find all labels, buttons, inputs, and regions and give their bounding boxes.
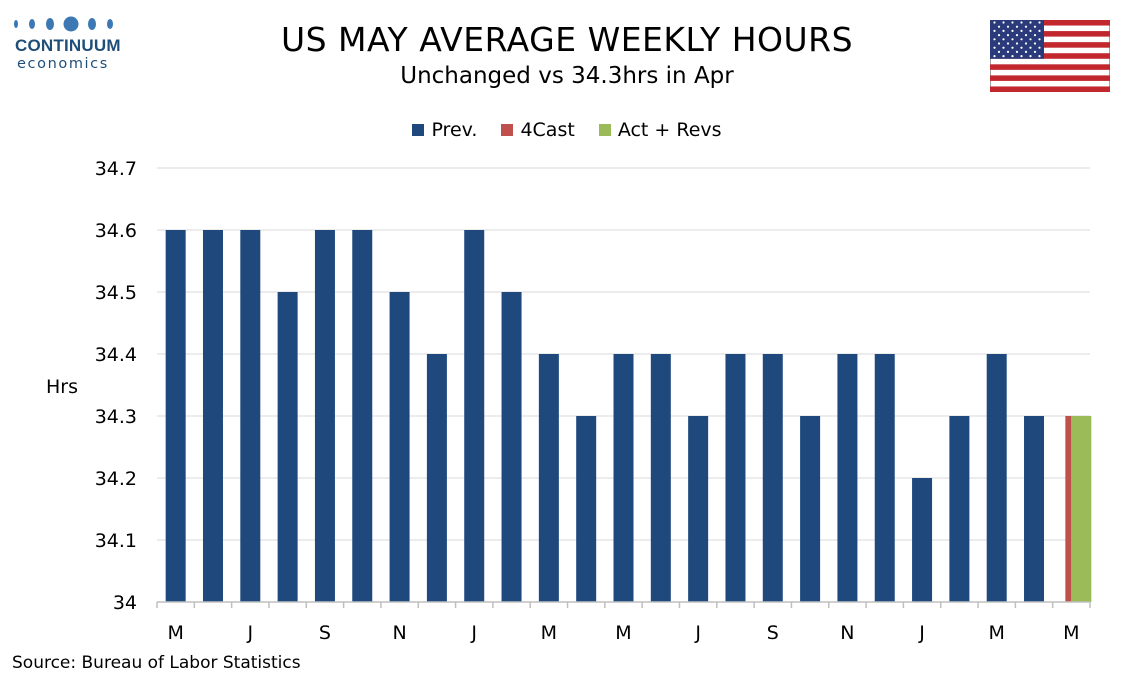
- x-tick-label: M: [541, 622, 557, 644]
- bar-prev: [650, 354, 671, 602]
- brand-name: CONTINUUM: [15, 36, 121, 55]
- source-note: Source: Bureau of Labor Statistics: [12, 653, 301, 673]
- y-tick-label: 34.4: [95, 344, 137, 366]
- chart-legend: Prev. 4Cast Act + Revs: [0, 119, 1134, 141]
- bar-prev: [949, 416, 970, 602]
- bar-prev: [314, 230, 335, 602]
- continuum-logo: CONTINUUM economics: [12, 14, 142, 74]
- bar-prev: [1024, 416, 1045, 602]
- bar-prev: [426, 354, 447, 602]
- x-tick-label: M: [615, 622, 631, 644]
- y-tick-label: 34.2: [95, 468, 137, 490]
- bar-prev: [538, 354, 559, 602]
- us-flag-icon: [990, 20, 1110, 92]
- x-tick-label: J: [918, 622, 925, 644]
- legend-label-prev: Prev.: [431, 119, 478, 141]
- x-tick-label: J: [470, 622, 477, 644]
- legend-swatch-4cast: [501, 124, 514, 136]
- y-tick-label: 34: [113, 592, 137, 614]
- x-tick-label: M: [988, 622, 1004, 644]
- legend-swatch-prev: [412, 124, 425, 136]
- bar-prev: [986, 354, 1007, 602]
- bar-prev: [464, 230, 485, 602]
- y-tick-label: 34.3: [95, 406, 137, 428]
- bar-prev: [389, 292, 410, 602]
- legend-item-act: Act + Revs: [598, 119, 722, 141]
- x-tick-label: S: [767, 622, 779, 644]
- bar-prev: [240, 230, 261, 602]
- legend-label-4cast: 4Cast: [520, 119, 575, 141]
- bar-prev: [352, 230, 373, 602]
- legend-item-4cast: 4Cast: [501, 119, 575, 141]
- x-tick-label: J: [694, 622, 701, 644]
- bar-prev: [912, 478, 933, 602]
- chart-title: US MAY AVERAGE WEEKLY HOURS: [280, 20, 854, 59]
- x-tick-label: J: [246, 622, 253, 644]
- x-tick-label: N: [392, 622, 406, 644]
- legend-swatch-act: [598, 124, 611, 136]
- bar-prev: [837, 354, 858, 602]
- x-tick-label: M: [167, 622, 183, 644]
- bar-prev: [202, 230, 223, 602]
- y-tick-label: 34.5: [95, 282, 137, 304]
- bar-prev: [613, 354, 634, 602]
- y-tick-label: 34.6: [95, 220, 137, 242]
- bar-prev: [800, 416, 821, 602]
- bar-prev: [762, 354, 783, 602]
- legend-item-prev: Prev.: [412, 119, 477, 141]
- bar-prev: [725, 354, 746, 602]
- y-tick-label: 34.7: [95, 158, 137, 180]
- bar-prev: [165, 230, 186, 602]
- bar-prev: [501, 292, 522, 602]
- legend-label-act: Act + Revs: [617, 119, 722, 141]
- brand-sub: economics: [17, 56, 109, 72]
- y-tick-label: 34.1: [95, 530, 137, 552]
- bar-forecast: [1065, 416, 1072, 602]
- bar-prev: [277, 292, 298, 602]
- x-tick-label: N: [840, 622, 854, 644]
- logo-dots-icon: [14, 16, 113, 32]
- y-axis-label: Hrs: [46, 376, 78, 398]
- x-tick-label: M: [1063, 622, 1079, 644]
- bar-actual: [1071, 416, 1092, 602]
- bar-prev: [576, 416, 597, 602]
- chart-subtitle: Unchanged vs 34.3hrs in Apr: [400, 63, 734, 89]
- bar-prev: [688, 416, 709, 602]
- x-tick-label: S: [319, 622, 331, 644]
- bar-prev: [874, 354, 895, 602]
